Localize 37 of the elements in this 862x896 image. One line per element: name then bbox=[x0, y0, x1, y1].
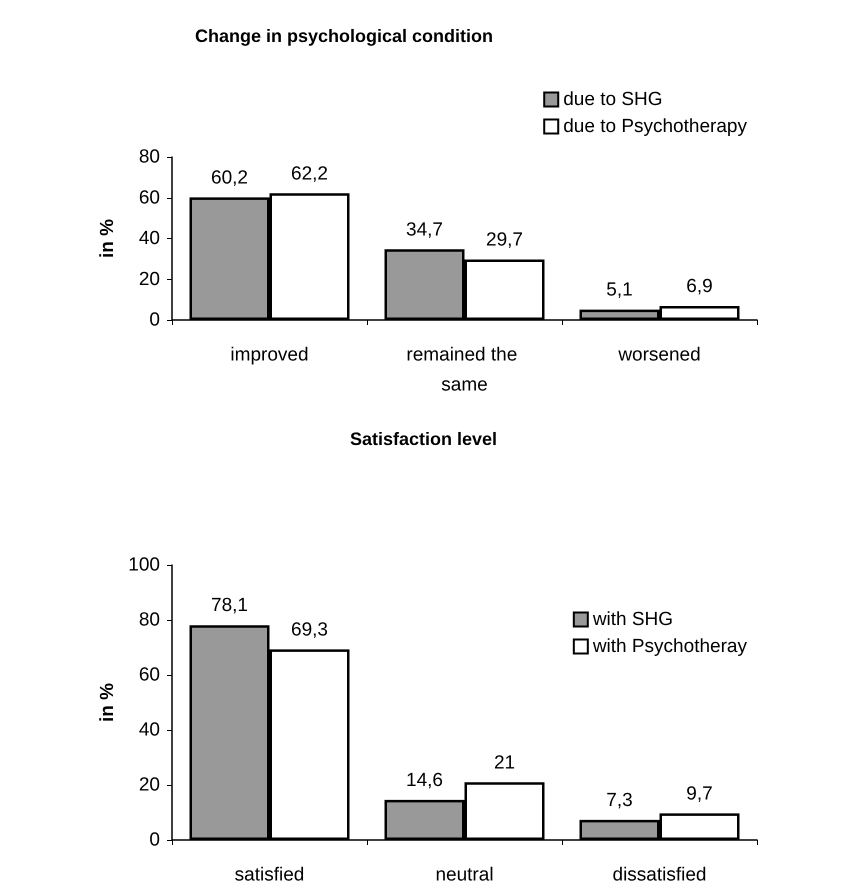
y-tick-label: 0 bbox=[149, 310, 160, 330]
data-label: 62,2 bbox=[291, 163, 328, 184]
y-tick-label: 60 bbox=[138, 664, 160, 686]
y-tick-label: 40 bbox=[138, 720, 160, 740]
data-label: 7,3 bbox=[606, 790, 633, 811]
data-label: 14,6 bbox=[406, 770, 443, 791]
y-tick-label: 60 bbox=[138, 187, 160, 208]
legend-label: with SHG bbox=[592, 609, 674, 630]
legend-label: with Psychotheray bbox=[592, 636, 748, 657]
y-tick-label: 40 bbox=[138, 228, 160, 249]
x-tick-label: remained the same bbox=[406, 344, 523, 396]
data-label: 60,2 bbox=[211, 167, 248, 188]
y-tick-label: 20 bbox=[138, 774, 160, 796]
x-tick-label: satisfied bbox=[234, 864, 304, 886]
x-tick-label: dissatisfied bbox=[612, 864, 706, 886]
data-label: 69,3 bbox=[291, 619, 328, 640]
x-tick-label: worsened bbox=[617, 344, 701, 366]
legend-label: due to Psychotherapy bbox=[563, 116, 748, 137]
data-label: 34,7 bbox=[406, 219, 443, 240]
chart-title: Satisfaction level bbox=[350, 429, 498, 449]
y-tick-label: 20 bbox=[138, 268, 160, 290]
data-label: 21 bbox=[494, 752, 516, 774]
y-tick-label: 100 bbox=[128, 554, 160, 576]
data-label: 29,7 bbox=[486, 229, 523, 250]
y-axis-title: in % bbox=[97, 682, 118, 722]
data-label: 9,7 bbox=[686, 783, 713, 804]
y-tick-label: 0 bbox=[149, 830, 160, 850]
y-tick-label: 80 bbox=[138, 146, 160, 168]
legend-label: due to SHG bbox=[563, 89, 662, 110]
data-label: 5,1 bbox=[606, 280, 633, 301]
x-tick-label: improved bbox=[230, 344, 309, 366]
data-label: 78,1 bbox=[211, 595, 248, 616]
data-label: 6,9 bbox=[686, 276, 713, 297]
chart-title: Change in psychological condition bbox=[195, 26, 494, 46]
x-tick-label: neutral bbox=[435, 864, 494, 886]
y-axis-title: in % bbox=[97, 218, 118, 258]
y-tick-label: 80 bbox=[138, 610, 160, 630]
